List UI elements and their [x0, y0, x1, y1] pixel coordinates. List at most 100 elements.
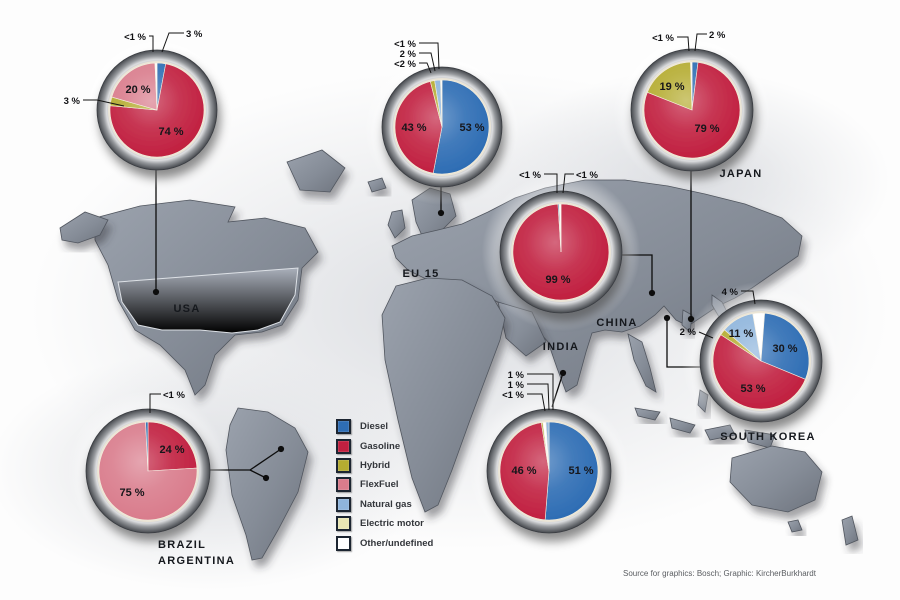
callout-line [419, 52, 436, 72]
map-indonesia [669, 417, 696, 434]
legend-swatch-electric-motor [336, 516, 351, 532]
legend-item-natural-gas: Natural gas [336, 495, 433, 514]
pie-sheen [513, 204, 609, 300]
pie-eu-15 [381, 66, 503, 188]
legend-label: Hybrid [360, 459, 391, 471]
callout-label: <1 % [576, 170, 598, 181]
callout-label: <1 % [502, 390, 524, 401]
pie-sheen [99, 422, 197, 520]
callout-line [527, 373, 554, 410]
callout-label: 4 % [722, 287, 739, 298]
slice-label: 19 % [659, 81, 684, 93]
callout-label: 2 % [680, 327, 697, 338]
legend-item-hybrid: Hybrid [336, 456, 433, 475]
callout-line [677, 36, 690, 52]
slice-label: 43 % [401, 122, 426, 134]
map-usa-area [117, 267, 299, 334]
map-label-india: INDIA [543, 341, 579, 353]
map-leader-dot [687, 315, 695, 323]
map-label-usa: USA [173, 303, 200, 315]
slice-label: 53 % [740, 383, 765, 395]
callout-label: 2 % [400, 49, 417, 60]
pie-japan [630, 48, 754, 172]
map-label-japan: JAPAN [720, 168, 763, 180]
legend-item-diesel: Diesel [336, 417, 433, 436]
callout-line [562, 173, 574, 194]
legend-label: Gasoline [360, 440, 401, 452]
slice-label: 30 % [772, 343, 797, 355]
map-south-america [225, 407, 309, 561]
pie-india [486, 408, 612, 534]
map-leader-lines [152, 168, 703, 482]
slice-label: 46 % [511, 465, 536, 477]
pie-china [499, 190, 623, 314]
slice-label: 79 % [694, 123, 719, 135]
callout-line [698, 331, 714, 339]
callout-label: <1 % [652, 33, 674, 44]
callout-line [419, 42, 440, 70]
callout-line [161, 32, 184, 53]
map-label-brazil: BRAZIL [158, 539, 206, 551]
slice-label: 53 % [459, 122, 484, 134]
callout-label: 1 % [508, 380, 525, 391]
callout-line [527, 393, 546, 412]
map-label-south-korea: SOUTH KOREA [720, 431, 816, 443]
legend-item-flexfuel: FlexFuel [336, 475, 433, 494]
map-leader-dot [648, 289, 656, 297]
legend-swatch-flexfuel [336, 477, 351, 493]
map-leader-dot [437, 209, 445, 217]
callout-line [694, 33, 707, 52]
callout-line [149, 35, 154, 52]
legend-label: Diesel [360, 421, 388, 433]
pie-sheen [110, 63, 204, 157]
slice-label: 99 % [545, 274, 570, 286]
map-australia [729, 445, 823, 513]
map-leader-dot [663, 314, 671, 322]
slice-label: 24 % [159, 444, 184, 456]
callout-label: <2 % [394, 59, 416, 70]
map-leader-dot [559, 369, 567, 377]
callout-line [83, 99, 125, 107]
pie-labels: 74 %20 %<1 % 3 %3 %53 %43 %<1 %2 %<2 %79 … [64, 29, 798, 499]
map-label-china: CHINA [596, 317, 637, 329]
callout-line [419, 62, 432, 74]
map-iceland [367, 177, 387, 193]
map-tasmania [787, 519, 803, 533]
callout-label: <1 % [394, 39, 416, 50]
callout-label: 3 % [186, 29, 203, 40]
legend-item-other-undefined: Other/undefined [336, 533, 433, 552]
callout-line [527, 383, 550, 411]
pie-south-korea [699, 299, 823, 423]
legend-swatch-hybrid [336, 457, 351, 473]
pie-usa [96, 49, 218, 171]
legend-label: Other/undefined [360, 537, 434, 549]
callout-label: <1 % [124, 32, 146, 43]
legend-label: Electric motor [360, 518, 424, 530]
map-leader-dot [152, 288, 160, 296]
slice-label: 51 % [568, 465, 593, 477]
legend-swatch-gasoline [336, 438, 351, 454]
legend-label: Natural gas [360, 498, 412, 510]
slice-label: 11 % [729, 328, 754, 340]
pie-charts [67, 30, 841, 552]
pie-sheen [644, 62, 740, 158]
legend-item-electric-motor: Electric motor [336, 514, 433, 533]
slice-label: 20 % [125, 84, 150, 96]
callout-label: <1 % [163, 390, 185, 401]
slice-label: 74 % [158, 126, 183, 138]
callout-line [149, 393, 161, 413]
callout-label: 3 % [64, 96, 81, 107]
map-greenland [286, 149, 346, 193]
callout-line [741, 290, 756, 305]
pie-sheen [500, 422, 598, 520]
map-se-asia [627, 333, 657, 393]
pie-sheen [713, 313, 809, 409]
map-alaska [59, 211, 109, 244]
callout-label: <1 % [519, 170, 541, 181]
pie-sheen [395, 80, 489, 174]
legend-swatch-diesel [336, 419, 351, 435]
map-label-eu15: EU 15 [402, 268, 439, 280]
legend-swatch-natural-gas [336, 496, 351, 512]
